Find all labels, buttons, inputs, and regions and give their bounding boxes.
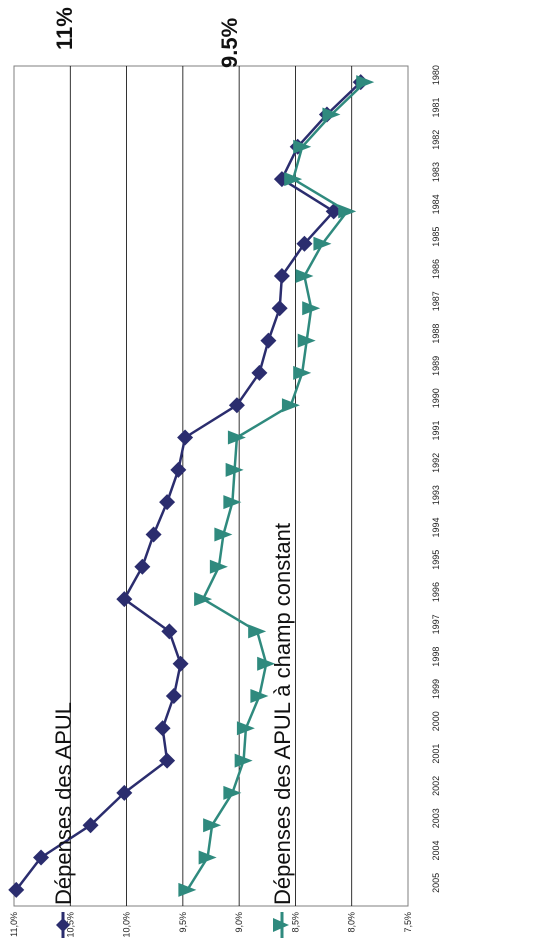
x-tick-label: 1996 — [431, 582, 441, 602]
legend-item-apul: Dépenses des APUL — [51, 702, 76, 938]
data-point — [228, 397, 245, 414]
data-point — [134, 558, 151, 575]
x-tick-label: 2005 — [431, 873, 441, 893]
data-point — [223, 785, 242, 800]
x-tick-label: 2003 — [431, 808, 441, 828]
annotation-9-5: 9.5% — [217, 18, 242, 68]
x-tick-label: 2001 — [431, 744, 441, 764]
data-point — [248, 624, 267, 639]
data-point — [33, 849, 50, 866]
data-point — [293, 139, 312, 154]
x-tick-label: 1984 — [431, 194, 441, 214]
x-axis-ticks: 1980 1981 1982 1983 1984 1985 1986 1987 1988 1989… — [431, 65, 441, 893]
data-point — [313, 236, 332, 251]
data-point — [293, 365, 312, 380]
x-tick-label: 1989 — [431, 356, 441, 376]
data-point — [257, 656, 276, 671]
legend-label-apul-constant: Dépenses des APUL à champ constant — [270, 523, 295, 905]
data-point — [159, 494, 176, 511]
x-tick-label: 1998 — [431, 647, 441, 667]
x-tick-label: 1997 — [431, 614, 441, 634]
x-tick-label: 1986 — [431, 259, 441, 279]
series-2 — [178, 75, 375, 897]
data-point — [170, 461, 187, 478]
annotation-11: 11% — [52, 7, 77, 50]
gridlines — [69, 66, 353, 906]
data-point — [198, 850, 217, 865]
data-point — [297, 333, 316, 348]
data-point — [250, 689, 269, 703]
x-tick-label: 1993 — [431, 485, 441, 505]
data-point — [271, 300, 288, 317]
legend-label-apul: Dépenses des APUL — [51, 702, 76, 905]
x-tick-label: 1992 — [431, 453, 441, 473]
y-tick-label: 11,0% — [9, 912, 19, 937]
legend-diamond-icon — [56, 918, 70, 932]
data-point — [159, 752, 176, 769]
x-tick-label: 1988 — [431, 324, 441, 344]
data-point — [296, 235, 313, 252]
series-1 — [8, 74, 369, 898]
data-point — [178, 882, 197, 897]
data-point — [302, 301, 321, 316]
data-point — [227, 430, 246, 445]
data-point — [214, 527, 233, 542]
data-point — [194, 592, 213, 607]
data-point — [161, 623, 178, 640]
data-point — [154, 720, 171, 737]
data-point — [234, 753, 253, 768]
x-tick-label: 1991 — [431, 421, 441, 441]
data-point — [8, 881, 25, 898]
x-tick-label: 1982 — [431, 130, 441, 150]
x-tick-label: 2004 — [431, 841, 441, 861]
data-point — [225, 462, 244, 477]
data-point — [356, 75, 375, 90]
y-tick-label: 8,0% — [347, 912, 357, 933]
data-point — [325, 203, 342, 220]
legend-triangle-icon — [273, 918, 289, 932]
data-point — [251, 364, 268, 381]
x-tick-label: 1994 — [431, 517, 441, 537]
legend: Dépenses des APUL Dépenses des APUL à ch… — [51, 523, 295, 938]
y-tick-label: 10,5% — [65, 912, 75, 938]
series-group — [8, 74, 375, 898]
data-point — [116, 591, 133, 608]
y-tick-label: 10,0% — [122, 912, 132, 938]
data-point — [236, 721, 255, 736]
data-point — [177, 429, 194, 446]
x-tick-label: 2000 — [431, 711, 441, 731]
data-point — [338, 204, 357, 219]
legend-item-apul-constant: Dépenses des APUL à champ constant — [270, 523, 295, 938]
data-point — [284, 172, 303, 187]
series-line — [186, 81, 367, 891]
y-tick-label: 9,0% — [234, 912, 244, 933]
x-tick-label: 1987 — [431, 291, 441, 311]
x-tick-label: 1990 — [431, 388, 441, 408]
y-tick-label: 8,5% — [290, 912, 300, 933]
data-point — [322, 107, 341, 122]
data-point — [145, 526, 162, 543]
data-point — [172, 655, 189, 672]
x-tick-label: 1995 — [431, 550, 441, 570]
data-point — [273, 268, 290, 284]
data-point — [260, 332, 277, 349]
x-tick-label: 2002 — [431, 776, 441, 796]
data-point — [223, 495, 242, 510]
data-point — [165, 688, 182, 704]
y-tick-label: 9,5% — [178, 912, 188, 933]
x-tick-label: 1983 — [431, 162, 441, 182]
data-point — [203, 818, 222, 833]
y-tick-label: 7,5% — [403, 912, 413, 933]
x-tick-label: 1985 — [431, 227, 441, 247]
y-axis-ticks: 7,5% 8,0% 8,5% 9,0% 9,5% 10,0% 10,5% 11,0% — [9, 912, 413, 938]
data-point — [295, 269, 314, 283]
data-point — [209, 559, 228, 574]
x-tick-label: 1999 — [431, 679, 441, 699]
x-tick-label: 1981 — [431, 97, 441, 117]
data-point — [116, 784, 133, 801]
data-point — [82, 817, 99, 834]
x-tick-label: 1980 — [431, 65, 441, 85]
data-point — [281, 398, 300, 413]
